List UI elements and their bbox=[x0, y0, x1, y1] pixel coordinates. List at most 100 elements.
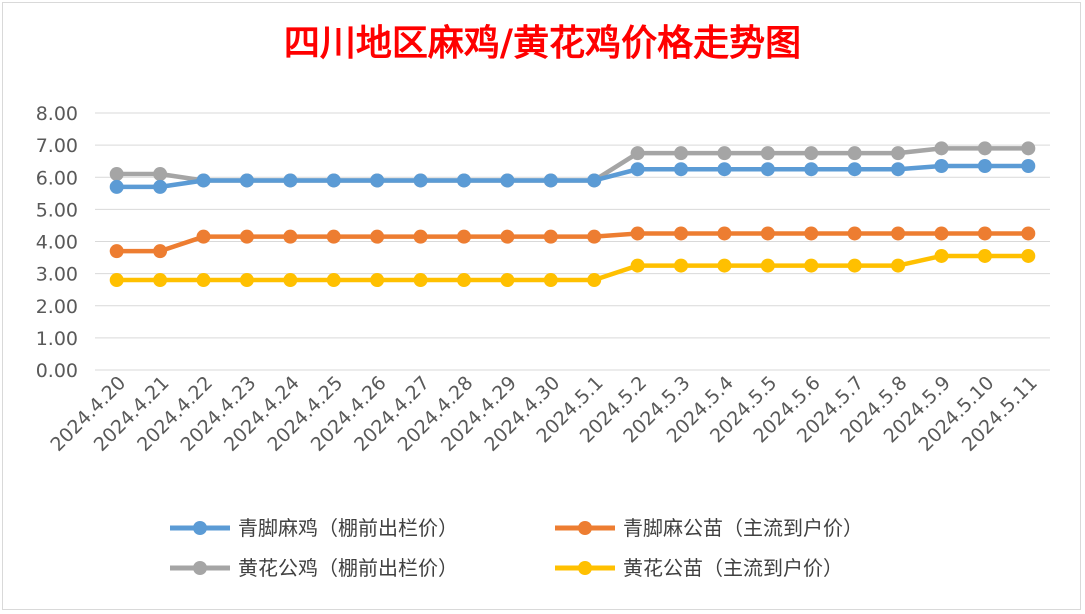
data-point bbox=[977, 226, 992, 241]
data-point bbox=[370, 273, 385, 288]
data-point bbox=[760, 162, 775, 177]
series-line bbox=[116, 163, 1029, 190]
data-point bbox=[239, 229, 254, 244]
chart-title: 四川地区麻鸡/黄花鸡价格走势图 bbox=[283, 22, 802, 64]
data-point bbox=[456, 229, 471, 244]
data-point bbox=[500, 173, 515, 188]
data-point bbox=[891, 258, 906, 273]
data-point bbox=[109, 273, 124, 288]
data-point bbox=[804, 226, 819, 241]
data-point bbox=[977, 159, 992, 174]
x-axis-ticks: 2024.4.202024.4.212024.4.222024.4.232024… bbox=[46, 372, 1042, 456]
data-point bbox=[543, 273, 558, 288]
y-tick-label: 6.00 bbox=[36, 167, 78, 189]
data-point bbox=[283, 173, 298, 188]
legend-swatch-marker bbox=[193, 561, 207, 575]
y-tick-label: 0.00 bbox=[36, 360, 78, 382]
data-point bbox=[847, 146, 862, 161]
data-point bbox=[109, 179, 124, 194]
data-point bbox=[326, 173, 341, 188]
data-point bbox=[1021, 248, 1036, 263]
data-point bbox=[630, 226, 645, 241]
data-point bbox=[413, 229, 428, 244]
legend-label: 青脚麻鸡（棚前出栏价） bbox=[238, 516, 458, 540]
data-point bbox=[977, 141, 992, 156]
data-point bbox=[717, 162, 732, 177]
data-point bbox=[456, 273, 471, 288]
data-point bbox=[370, 173, 385, 188]
data-point bbox=[804, 258, 819, 273]
y-tick-label: 2.00 bbox=[36, 296, 78, 318]
data-point bbox=[283, 273, 298, 288]
data-point bbox=[326, 229, 341, 244]
data-point bbox=[630, 146, 645, 161]
data-point bbox=[674, 258, 689, 273]
y-tick-label: 1.00 bbox=[36, 328, 78, 350]
data-point bbox=[977, 248, 992, 263]
data-point bbox=[891, 226, 906, 241]
series-line bbox=[116, 231, 1029, 254]
data-point bbox=[413, 273, 428, 288]
data-point bbox=[630, 162, 645, 177]
data-point bbox=[934, 248, 949, 263]
data-point bbox=[717, 258, 732, 273]
data-point bbox=[804, 162, 819, 177]
y-tick-label: 5.00 bbox=[36, 199, 78, 221]
y-tick-label: 3.00 bbox=[36, 264, 78, 286]
legend: 青脚麻鸡（棚前出栏价） 青脚麻公苗（主流到户价） 黄花公鸡（棚前出栏价） 黄花公苗（主… bbox=[170, 516, 863, 580]
legend-label: 黄花公苗（主流到户价） bbox=[623, 556, 843, 580]
data-point bbox=[413, 173, 428, 188]
data-point bbox=[760, 258, 775, 273]
data-point bbox=[109, 167, 124, 182]
data-point bbox=[153, 167, 168, 182]
data-point bbox=[543, 173, 558, 188]
data-point bbox=[587, 229, 602, 244]
data-point bbox=[717, 226, 732, 241]
data-point bbox=[456, 173, 471, 188]
data-point bbox=[587, 173, 602, 188]
data-point bbox=[891, 146, 906, 161]
data-point bbox=[500, 273, 515, 288]
data-point bbox=[543, 229, 558, 244]
data-point bbox=[934, 141, 949, 156]
legend-swatch-marker bbox=[193, 521, 207, 535]
data-point bbox=[934, 159, 949, 174]
data-point bbox=[847, 162, 862, 177]
data-point bbox=[587, 273, 602, 288]
data-point bbox=[196, 173, 211, 188]
data-point bbox=[1021, 226, 1036, 241]
data-point bbox=[674, 162, 689, 177]
data-point bbox=[674, 146, 689, 161]
data-point bbox=[239, 173, 254, 188]
data-point bbox=[847, 226, 862, 241]
data-point bbox=[500, 229, 515, 244]
data-point bbox=[717, 146, 732, 161]
data-point bbox=[630, 258, 645, 273]
data-point bbox=[196, 273, 211, 288]
data-point bbox=[283, 229, 298, 244]
y-tick-label: 4.00 bbox=[36, 232, 78, 254]
data-point bbox=[891, 162, 906, 177]
legend-swatch-marker bbox=[578, 561, 592, 575]
legend-label: 青脚麻公苗（主流到户价） bbox=[623, 516, 863, 540]
legend-label: 黄花公鸡（棚前出栏价） bbox=[238, 556, 458, 580]
data-point bbox=[760, 146, 775, 161]
data-point bbox=[804, 146, 819, 161]
data-point bbox=[326, 273, 341, 288]
data-point bbox=[196, 229, 211, 244]
data-point bbox=[1021, 159, 1036, 174]
data-point bbox=[109, 244, 124, 259]
y-tick-label: 8.00 bbox=[36, 103, 78, 125]
data-point bbox=[239, 273, 254, 288]
data-point bbox=[760, 226, 775, 241]
series-group bbox=[109, 141, 1036, 288]
data-point bbox=[1021, 141, 1036, 156]
grid-lines bbox=[95, 112, 1050, 371]
y-tick-label: 7.00 bbox=[36, 135, 78, 157]
series-line bbox=[116, 253, 1029, 283]
data-point bbox=[370, 229, 385, 244]
data-point bbox=[153, 273, 168, 288]
data-point bbox=[153, 244, 168, 259]
data-point bbox=[847, 258, 862, 273]
